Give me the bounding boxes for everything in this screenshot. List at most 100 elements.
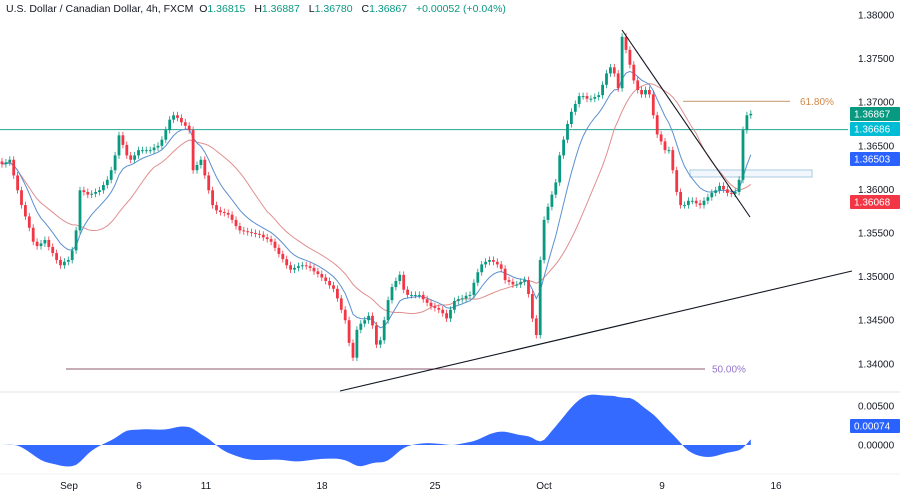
candle-body [718,185,721,191]
candle [683,201,686,209]
candle [527,276,530,298]
candle-body [651,94,655,116]
candle [511,278,515,288]
candle-body [316,271,320,274]
candle [12,156,16,179]
time-tick-label: 16 [770,481,782,492]
candle-body [297,266,300,268]
candle-body [410,294,413,296]
fast-moving-average-line [1,70,752,329]
candle [31,224,35,246]
candle [382,316,386,344]
candle [690,197,694,205]
candle [289,261,292,274]
candle-body [258,233,261,235]
candle-body [531,294,534,319]
candle [644,86,647,98]
candle [246,227,250,236]
candles [0,33,753,362]
candle [35,238,39,250]
candle [741,126,745,184]
candle-body [355,329,359,358]
price-tick-label: 1.35000 [858,272,895,283]
candle [585,92,589,103]
oscillator-area [0,394,751,467]
candle-body [729,192,733,194]
candle [464,292,468,302]
candle [593,93,597,103]
candle [63,258,66,269]
candle-body [31,227,35,242]
candle-body [538,260,542,336]
candle [492,256,495,266]
candle [176,111,179,122]
candle-body [390,287,394,301]
candle-body [265,237,269,240]
candle-body [16,175,19,191]
candle-body [269,239,273,242]
price-label-level: 1.36686 [854,125,891,136]
candle [749,110,753,119]
candle [523,276,526,286]
candle-body [113,155,117,171]
candle-body [706,197,710,201]
candle [187,122,191,134]
candle-body [27,216,31,228]
candle [250,228,253,237]
candle-body [601,84,604,96]
price-label-fast_ma-bg [850,152,900,166]
candle [230,211,234,224]
candle-body [550,194,554,207]
symbol-title: U.S. Dollar / Canadian Dollar, 4h, FXCM [6,3,194,15]
candle-body [737,179,741,193]
candle-body [511,281,515,285]
candle [542,216,546,264]
candle [293,264,296,274]
candle-body [168,119,172,131]
candle-body [238,226,242,231]
candle [425,295,429,307]
candle-body [589,98,593,100]
candle [16,171,19,194]
candle-body [679,192,682,206]
candle [726,185,729,197]
candle [495,258,499,268]
candle-body [250,232,253,234]
time-tick-label: 11 [201,481,212,492]
candle [125,141,129,159]
candle-body [577,96,581,104]
candle-body [726,189,729,193]
candle [480,260,484,276]
candle [113,151,117,174]
candle [640,86,643,98]
candle-body [441,309,445,314]
candle [199,156,203,169]
candle [679,188,682,209]
candle-body [663,141,667,151]
time-tick-label: 6 [136,481,142,492]
candle-body [234,219,238,227]
candle [258,230,261,239]
candle [332,281,335,293]
candle-body [472,282,476,295]
candle-body [398,274,402,281]
candle-body [183,122,187,126]
candle-body [285,259,289,266]
candle [394,277,398,291]
candle [729,189,733,198]
candle [152,144,156,154]
candle-body [659,134,663,142]
candle-body [698,203,702,206]
candle-body [523,280,526,282]
candle-body [172,115,175,120]
candle [51,243,55,257]
candle-body [429,302,433,307]
candle-body [74,230,78,251]
candle [117,131,121,159]
candle [655,111,659,138]
candle [351,339,355,362]
price-label-slow_ma-bg [850,195,900,209]
candle-body [4,162,8,165]
candle [499,260,503,273]
